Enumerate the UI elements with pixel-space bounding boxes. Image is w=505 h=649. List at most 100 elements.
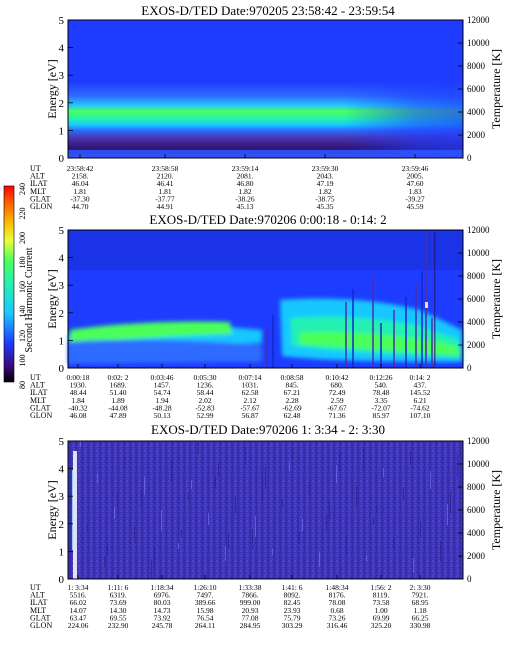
panel-2-cell: 1930. bbox=[70, 381, 87, 390]
panel-1-cell: 23:59:46 bbox=[402, 164, 429, 173]
panel-3-noise-streak bbox=[403, 488, 404, 501]
panel-3-heatmap bbox=[68, 441, 463, 579]
panel-2: EXOS-D/TED Date:970206 0:00:18 - 0:14: 2… bbox=[30, 212, 503, 420]
panel-2-cell: 56.87 bbox=[242, 411, 259, 420]
colorbar-tick-label: 160 bbox=[18, 281, 27, 293]
panel-3-noise-streak bbox=[329, 502, 330, 519]
panel-2-ylabel-right: Temperature [K] bbox=[489, 259, 503, 339]
panel-3-cell: 1:48:34 bbox=[326, 583, 349, 592]
panel-1-heatmap bbox=[68, 20, 463, 158]
panel-1-ytick-right-label: 8000 bbox=[467, 61, 486, 71]
panel-2-cell: 67.21 bbox=[284, 388, 301, 397]
panel-3-row-label: ILAT bbox=[30, 598, 47, 607]
panel-1-row-label: MLT bbox=[30, 187, 46, 196]
panel-3-noise-streak bbox=[171, 460, 172, 483]
panel-1-cell: -39.27 bbox=[405, 194, 425, 203]
panel-3-noise-streak bbox=[309, 482, 310, 495]
panel-3-cell: 1:56: 2 bbox=[370, 583, 391, 592]
panel-1-cell: 2081. bbox=[237, 172, 254, 181]
panel-2-cell: 1689. bbox=[110, 381, 127, 390]
panel-1-cell: 46.04 bbox=[72, 179, 89, 188]
panel-2-cell: 145.52 bbox=[410, 388, 431, 397]
panel-2-cell: 6.21 bbox=[413, 396, 426, 405]
panel-3-noise-streak bbox=[252, 529, 253, 549]
panel-2-cell: 107.10 bbox=[410, 411, 431, 420]
panel-1-cell: -38.26 bbox=[235, 194, 255, 203]
panel-3-ytick-label: 4 bbox=[59, 464, 65, 476]
panel-1-ytick-label: 4 bbox=[59, 43, 65, 55]
panel-3-leading-spike bbox=[73, 451, 77, 579]
panel-3-cell: 7866. bbox=[242, 591, 259, 600]
panel-3-cell: 303.29 bbox=[282, 621, 303, 630]
panel-3-leading-spike-edge bbox=[72, 470, 73, 550]
panel-3-row-label: GLON bbox=[30, 621, 52, 630]
panel-2-spike bbox=[352, 289, 354, 368]
panel-2-cell: 72.49 bbox=[329, 388, 346, 397]
panel-1-cell: 1.81 bbox=[73, 187, 86, 196]
panel-2-cell: -44.08 bbox=[108, 403, 128, 412]
panel-2-cell: 680. bbox=[330, 381, 343, 390]
panel-2-cell: 62.48 bbox=[284, 411, 301, 420]
panel-3-noise-streak bbox=[191, 480, 192, 489]
panel-1-cell: 44.91 bbox=[157, 202, 174, 211]
panel-2-cell: 0:05:30 bbox=[194, 373, 217, 382]
panel-3-noise-streak bbox=[255, 516, 256, 537]
panel-3-cell: 73.58 bbox=[373, 598, 390, 607]
panel-3-cell: 73.26 bbox=[329, 613, 346, 622]
panel-1-row-label: GLAT bbox=[30, 194, 51, 203]
panel-3-ytick-right-label: 0 bbox=[467, 574, 472, 584]
panel-1-ylabel: Energy [eV] bbox=[45, 59, 59, 118]
panel-3-plot-area bbox=[68, 441, 463, 579]
panel-2-cell: 0:08:58 bbox=[281, 373, 304, 382]
panel-2-ytick-right-label: 10000 bbox=[467, 248, 490, 258]
panel-1-cell: 47.60 bbox=[407, 179, 424, 188]
panel-2-cell: 1031. bbox=[242, 381, 259, 390]
colorbar-frame bbox=[3, 185, 15, 383]
panel-2-cell: 58.44 bbox=[197, 388, 214, 397]
panel-1-cell: 2043. bbox=[317, 172, 334, 181]
panel-1-ytick-right-label: 6000 bbox=[467, 84, 486, 94]
panel-2-cell: -62.69 bbox=[282, 403, 302, 412]
panel-2-cell: 78.48 bbox=[373, 388, 390, 397]
panel-3-ytick-right-label: 12000 bbox=[467, 436, 490, 446]
panel-2-y-ticks-left: 0 1 2 3 4 5 bbox=[59, 225, 73, 375]
panel-3-noise-streak bbox=[80, 441, 81, 447]
panel-2-vertical-spikes bbox=[266, 232, 436, 368]
panel-2-spike bbox=[421, 271, 423, 368]
panel-3-noise-streak bbox=[124, 457, 125, 471]
panel-1-cell: 1.82 bbox=[318, 187, 331, 196]
panel-3-noise-streak bbox=[376, 505, 377, 513]
panel-1-cell: 1.81 bbox=[158, 187, 171, 196]
panel-1-ytick-right-label: 12000 bbox=[467, 15, 490, 25]
panel-3-cell: 14.07 bbox=[70, 606, 87, 615]
panel-2-cell: 0:12:26 bbox=[370, 373, 393, 382]
panel-3-noise-streaks bbox=[80, 441, 458, 579]
panel-3-ylabel: Energy [eV] bbox=[45, 480, 59, 539]
panel-2-cell: 0:10:42 bbox=[326, 373, 349, 382]
panel-3-cell: 77.08 bbox=[242, 613, 259, 622]
panel-2-spike bbox=[272, 315, 274, 368]
panel-3-noise-streak bbox=[450, 491, 451, 513]
panel-3-ytick-label: 5 bbox=[59, 436, 65, 448]
panel-2-cell: 2.28 bbox=[285, 396, 298, 405]
panel-1-cell: 46.80 bbox=[237, 179, 254, 188]
panel-3-noise-streak bbox=[430, 471, 431, 489]
panel-3-ytick-right-label: 4000 bbox=[467, 528, 486, 538]
panel-3-noise-streak bbox=[262, 479, 263, 501]
panel-3-noise-streak bbox=[104, 557, 105, 567]
colorbar-tick-label: 140 bbox=[18, 306, 27, 318]
panel-3-cell: 14.30 bbox=[110, 606, 127, 615]
panel-3-ytick-label: 2 bbox=[59, 519, 65, 531]
panel-3-noise-streak bbox=[326, 515, 327, 531]
panel-3-noise-streak bbox=[87, 524, 88, 531]
panel-2-ytick-label: 3 bbox=[59, 280, 65, 292]
panel-1-cell: 45.35 bbox=[317, 202, 334, 211]
panel-2-ytick-label: 4 bbox=[59, 253, 65, 265]
panel-2-cell: 2.02 bbox=[198, 396, 211, 405]
panel-3-cell: 325.20 bbox=[371, 621, 392, 630]
panel-1-y-ticks-left: 0 1 2 3 4 5 bbox=[59, 15, 73, 165]
panel-1-right-fade bbox=[68, 20, 463, 158]
panel-3-cell: 73.92 bbox=[154, 613, 171, 622]
colorbar-gradient bbox=[4, 186, 14, 382]
panel-3-cell: 69.55 bbox=[110, 613, 127, 622]
